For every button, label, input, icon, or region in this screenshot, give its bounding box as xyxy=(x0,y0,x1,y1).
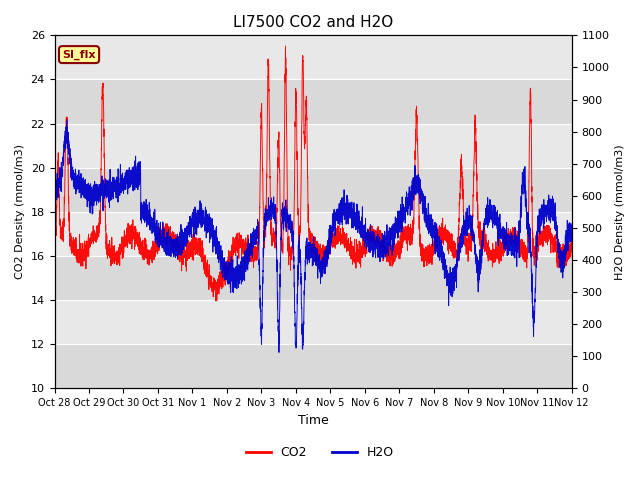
Y-axis label: CO2 Density (mmol/m3): CO2 Density (mmol/m3) xyxy=(15,144,25,279)
X-axis label: Time: Time xyxy=(298,414,328,427)
Y-axis label: H2O Density (mmol/m3): H2O Density (mmol/m3) xyxy=(615,144,625,280)
Bar xyxy=(54,256,572,300)
Title: LI7500 CO2 and H2O: LI7500 CO2 and H2O xyxy=(233,15,393,30)
Bar xyxy=(54,80,572,123)
Bar xyxy=(54,168,572,212)
Legend: CO2, H2O: CO2, H2O xyxy=(241,441,399,464)
Bar xyxy=(54,344,572,388)
Text: SI_flx: SI_flx xyxy=(62,49,96,60)
